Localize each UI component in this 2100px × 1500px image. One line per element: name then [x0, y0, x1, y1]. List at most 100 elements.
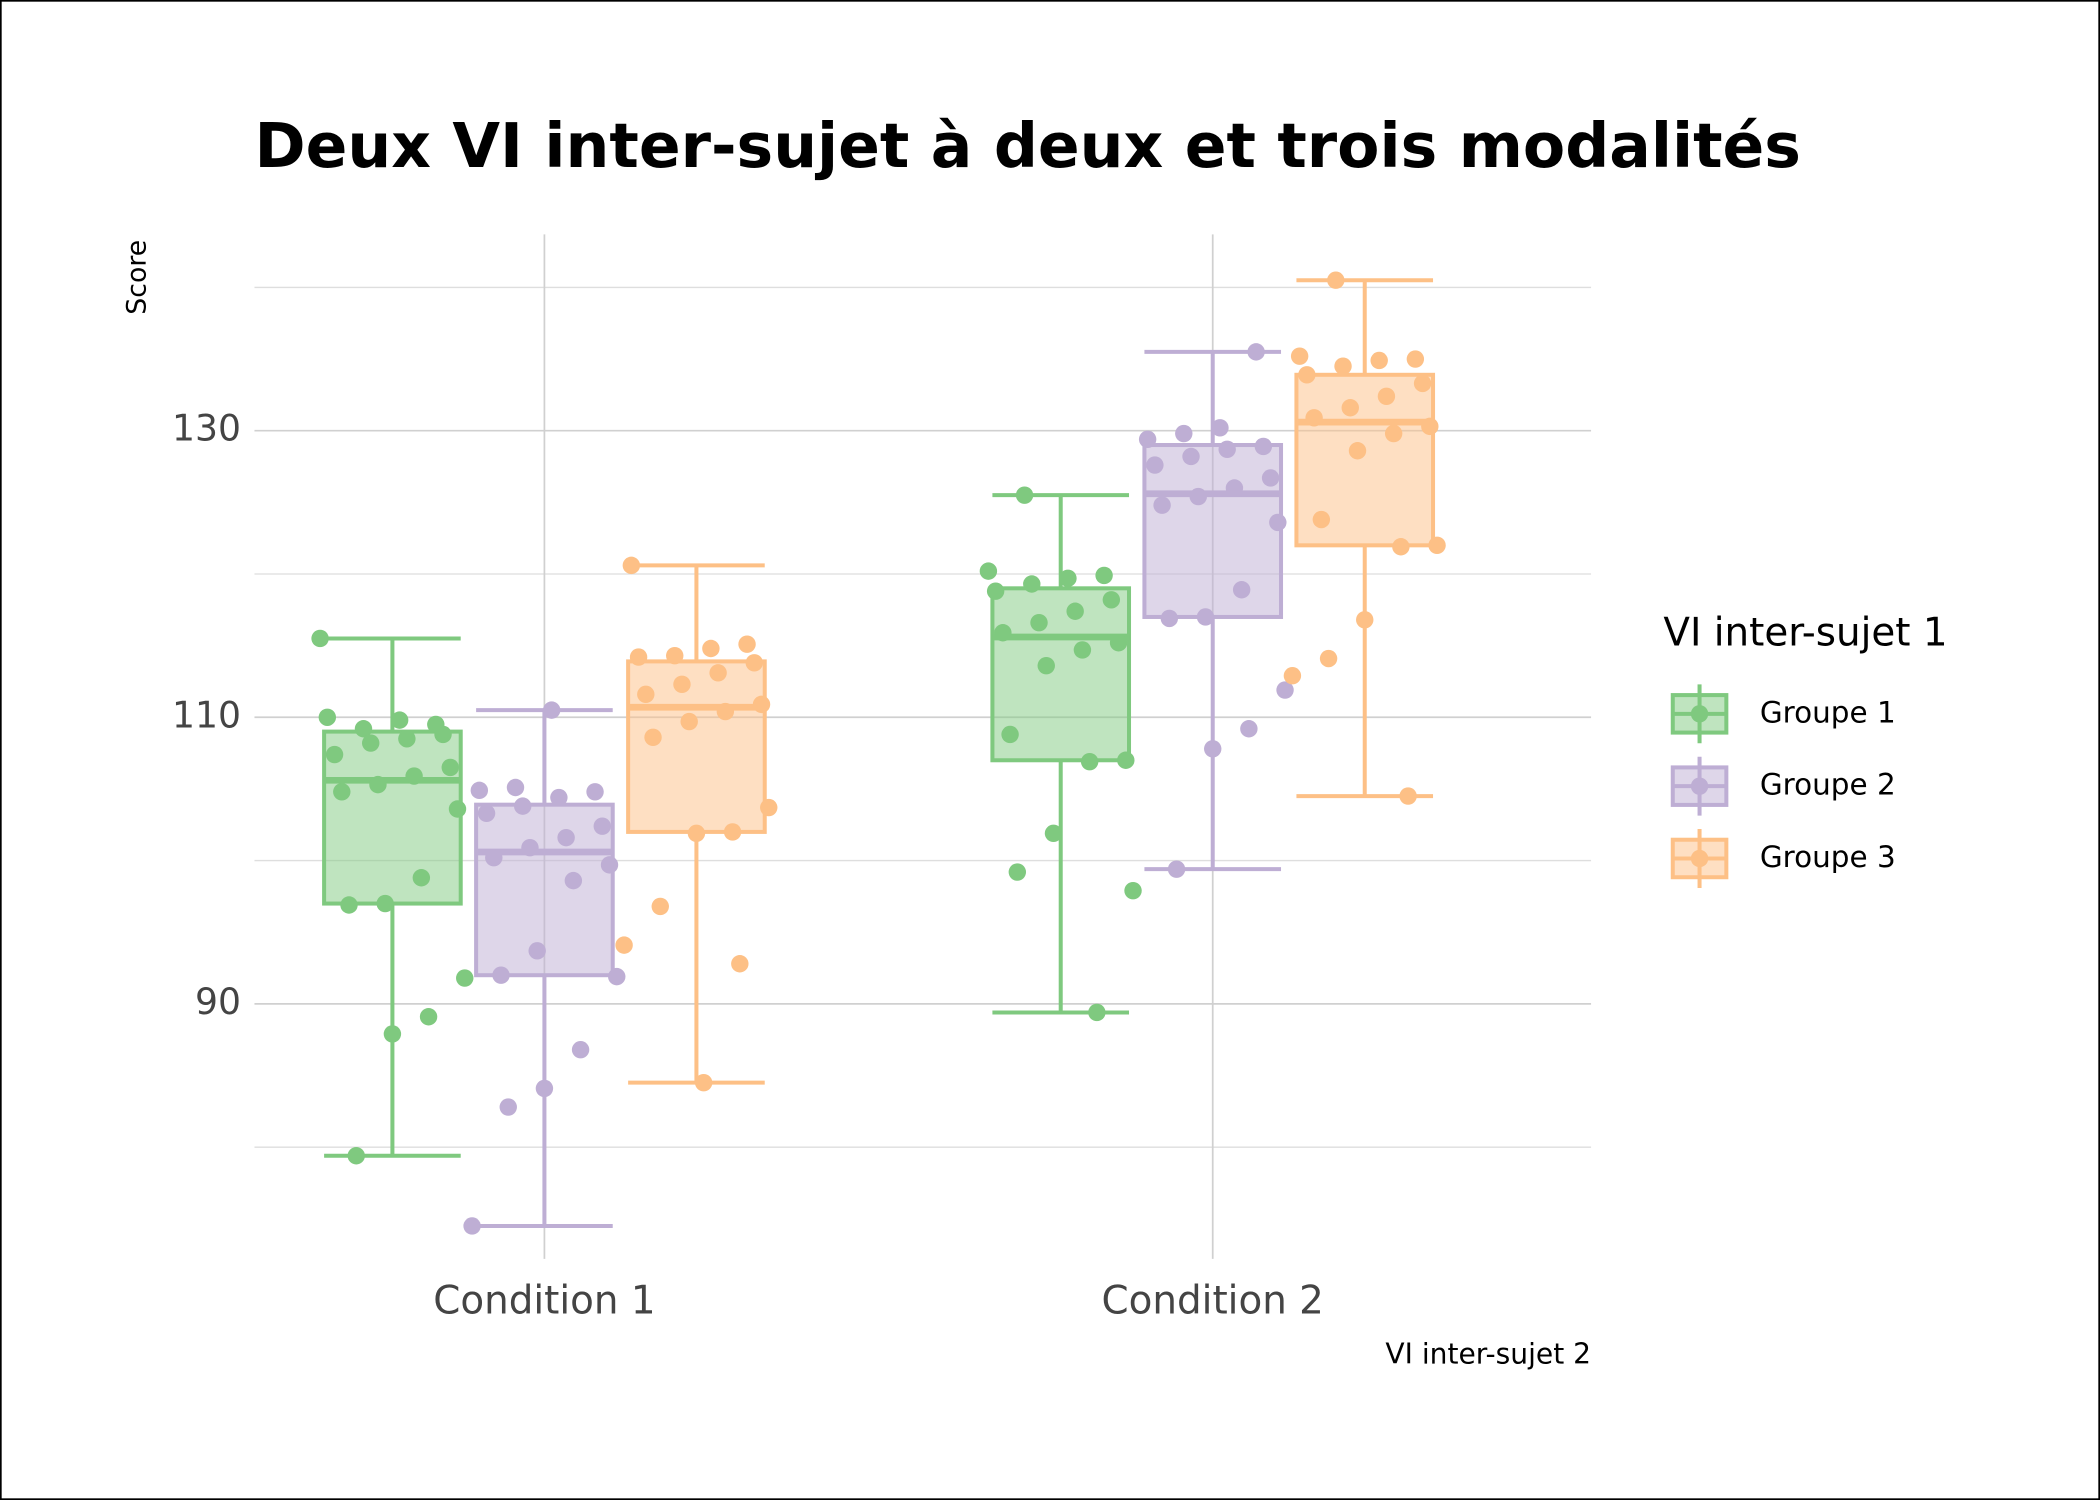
- point: [1138, 430, 1157, 448]
- point: [994, 624, 1012, 642]
- point: [571, 1041, 590, 1059]
- point: [723, 823, 742, 841]
- point: [1428, 536, 1446, 555]
- point: [1167, 860, 1186, 878]
- point: [528, 942, 546, 960]
- point: [1073, 641, 1092, 659]
- x-tick-label: Condition 2: [1102, 1279, 1324, 1324]
- point: [1102, 591, 1121, 609]
- point: [666, 646, 684, 665]
- point: [1413, 374, 1432, 393]
- point: [738, 635, 756, 653]
- point: [557, 828, 575, 847]
- point: [470, 781, 489, 800]
- point: [1218, 440, 1236, 459]
- point: [514, 797, 532, 815]
- point: [354, 720, 373, 738]
- point: [694, 1073, 713, 1092]
- point: [680, 712, 698, 731]
- box: [322, 729, 463, 906]
- point: [1189, 487, 1207, 506]
- point: [1232, 581, 1251, 599]
- point: [390, 711, 409, 729]
- legend-title: VI inter-sujet 1: [1663, 610, 1947, 655]
- point: [608, 967, 626, 986]
- point: [564, 871, 583, 890]
- point: [1001, 725, 1019, 744]
- point: [1348, 442, 1367, 460]
- point: [333, 783, 351, 801]
- point: [593, 817, 611, 835]
- point: [311, 629, 329, 648]
- point: [1283, 667, 1302, 685]
- point: [1225, 479, 1244, 497]
- box: [1142, 443, 1284, 619]
- legend-key-point: [1690, 849, 1709, 868]
- point: [369, 775, 387, 794]
- point: [1146, 456, 1164, 474]
- point: [542, 701, 561, 719]
- point: [1276, 681, 1294, 699]
- point: [1059, 569, 1077, 587]
- point: [986, 582, 1005, 600]
- point: [1421, 417, 1439, 436]
- point: [760, 798, 778, 817]
- point: [1290, 347, 1309, 365]
- point: [1319, 649, 1338, 668]
- point: [477, 804, 496, 822]
- point: [1356, 611, 1374, 629]
- point: [485, 848, 503, 867]
- point: [745, 654, 763, 672]
- point: [506, 778, 525, 797]
- y-tick-label: 110: [172, 693, 241, 736]
- point: [456, 969, 474, 987]
- point: [1334, 357, 1352, 375]
- point: [1175, 424, 1193, 443]
- point: [448, 800, 467, 818]
- point: [687, 824, 706, 843]
- point: [1305, 409, 1323, 427]
- point: [637, 685, 655, 704]
- point: [383, 1025, 402, 1043]
- x-axis-title: VI inter-sujet 2: [1385, 1337, 1591, 1370]
- point: [441, 758, 459, 777]
- point: [318, 708, 337, 726]
- point: [1037, 656, 1055, 675]
- point: [1312, 510, 1331, 529]
- point: [1254, 437, 1273, 456]
- point: [1023, 575, 1041, 593]
- point: [586, 783, 604, 801]
- point: [1269, 513, 1287, 532]
- point: [1124, 881, 1142, 900]
- point: [521, 838, 539, 857]
- point: [325, 745, 344, 764]
- point: [434, 725, 452, 744]
- point: [1240, 720, 1258, 738]
- point: [1117, 751, 1135, 769]
- point: [1044, 824, 1063, 843]
- point: [340, 896, 358, 914]
- point: [644, 728, 662, 747]
- point: [709, 664, 727, 682]
- legend-label: Groupe 2: [1760, 768, 1896, 802]
- point: [651, 897, 669, 916]
- point: [702, 639, 720, 658]
- point: [398, 730, 416, 748]
- point: [499, 1098, 517, 1116]
- point: [1153, 496, 1171, 514]
- point: [1406, 350, 1425, 368]
- point: [535, 1079, 554, 1098]
- point: [1399, 787, 1417, 805]
- point: [550, 788, 568, 807]
- point: [1204, 740, 1222, 758]
- point: [752, 695, 771, 714]
- point: [1392, 538, 1410, 556]
- legend-key-point: [1690, 777, 1709, 795]
- point: [1088, 1003, 1106, 1022]
- point: [1341, 399, 1359, 417]
- legend-key-point: [1690, 705, 1709, 723]
- y-tick-label: 90: [195, 980, 241, 1023]
- point: [1327, 271, 1345, 289]
- point: [1211, 419, 1229, 437]
